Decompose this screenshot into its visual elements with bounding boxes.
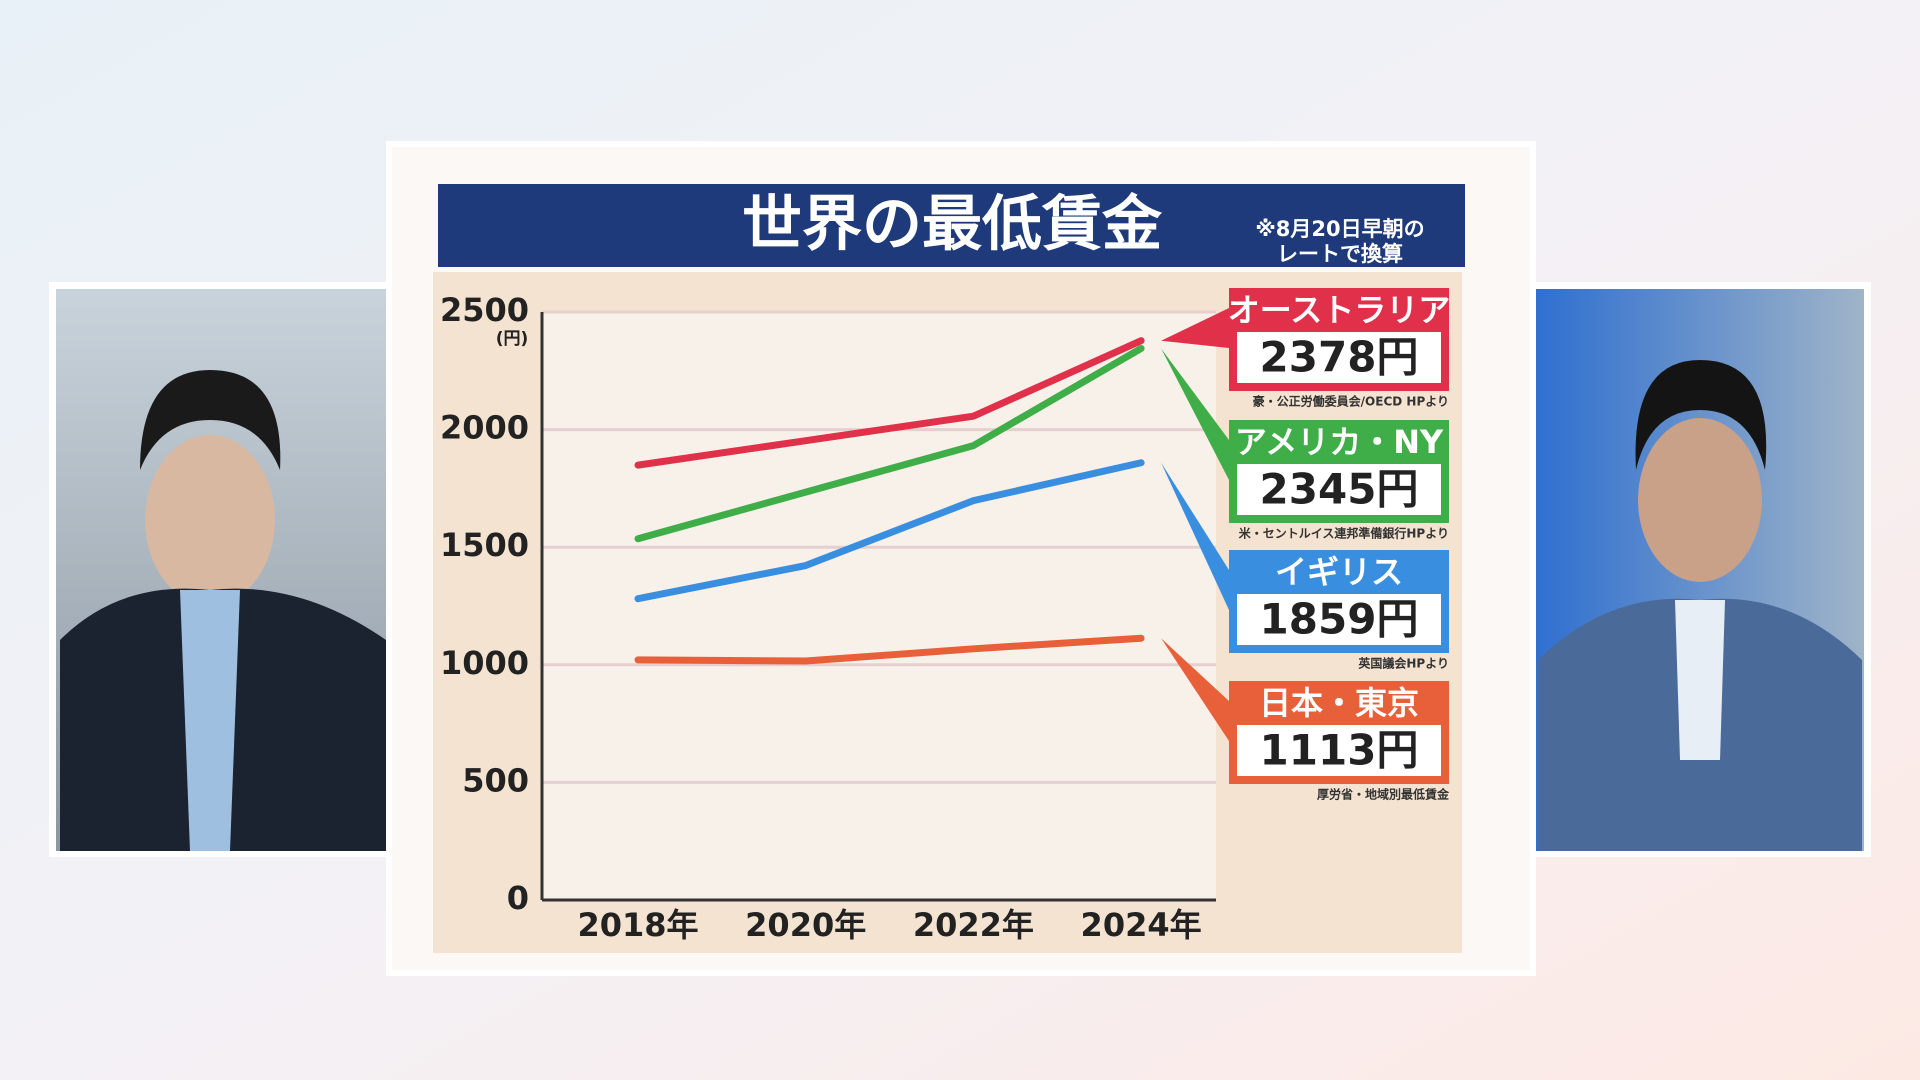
x-tick-label: 2020年 bbox=[745, 906, 866, 944]
y-tick-label: 2500 bbox=[440, 291, 529, 329]
y-tick-label: 0 bbox=[507, 879, 529, 917]
y-axis-label: (円) bbox=[496, 329, 529, 349]
data-label: 1113円 bbox=[1260, 726, 1419, 775]
data-label: 2345円 bbox=[1260, 465, 1419, 514]
data-label: 2378円 bbox=[1260, 333, 1419, 382]
label-value-box bbox=[1237, 594, 1441, 645]
pointer bbox=[1161, 348, 1229, 480]
source: 厚労省・地域別最低賃金 bbox=[1317, 787, 1450, 802]
y-tick-label: 500 bbox=[462, 761, 529, 799]
hair bbox=[140, 370, 281, 470]
y-tick-label: 2000 bbox=[440, 409, 529, 447]
face bbox=[145, 435, 275, 605]
shirt bbox=[1675, 600, 1725, 760]
y-tick-label: 1000 bbox=[440, 644, 529, 682]
x-tick-label: 2018年 bbox=[577, 906, 698, 944]
y-tick-label: 1500 bbox=[440, 526, 529, 564]
plot-area bbox=[542, 312, 1216, 900]
pointer bbox=[1161, 638, 1229, 741]
shirt bbox=[180, 590, 240, 851]
x-tick-label: 2024年 bbox=[1081, 906, 1202, 944]
series-line bbox=[634, 344, 1145, 543]
source: 英国議会HPより bbox=[1358, 656, 1449, 671]
series-line bbox=[634, 459, 1145, 603]
source: 豪・公正労働委員会/OECD HPより bbox=[1253, 394, 1449, 409]
legend-label: オーストラリア bbox=[1228, 291, 1450, 329]
source: 米・セントルイス連邦準備銀行HPより bbox=[1239, 526, 1449, 541]
note: ※8月20日早朝の bbox=[1255, 217, 1424, 241]
chart-title: 世界の最低賃金 bbox=[742, 190, 1163, 260]
x-tick-label: 2022年 bbox=[913, 906, 1034, 944]
label-value-box bbox=[1237, 464, 1441, 515]
title-band bbox=[438, 184, 1465, 267]
series-line bbox=[634, 634, 1145, 665]
legend-label: 日本・東京 bbox=[1259, 684, 1419, 722]
data-label: 1859円 bbox=[1260, 595, 1419, 644]
right-video bbox=[1533, 282, 1871, 857]
face bbox=[1638, 418, 1762, 582]
pointer bbox=[1161, 462, 1229, 610]
series-line bbox=[634, 337, 1145, 469]
note: レートで換算 bbox=[1277, 242, 1403, 266]
pointer bbox=[1161, 308, 1229, 348]
legend-label: イギリス bbox=[1275, 553, 1403, 591]
hair bbox=[1635, 360, 1767, 470]
left-video bbox=[49, 282, 387, 857]
legend-label: アメリカ・NY bbox=[1235, 423, 1444, 461]
label-value-box bbox=[1237, 725, 1441, 776]
label-value-box bbox=[1237, 332, 1441, 383]
